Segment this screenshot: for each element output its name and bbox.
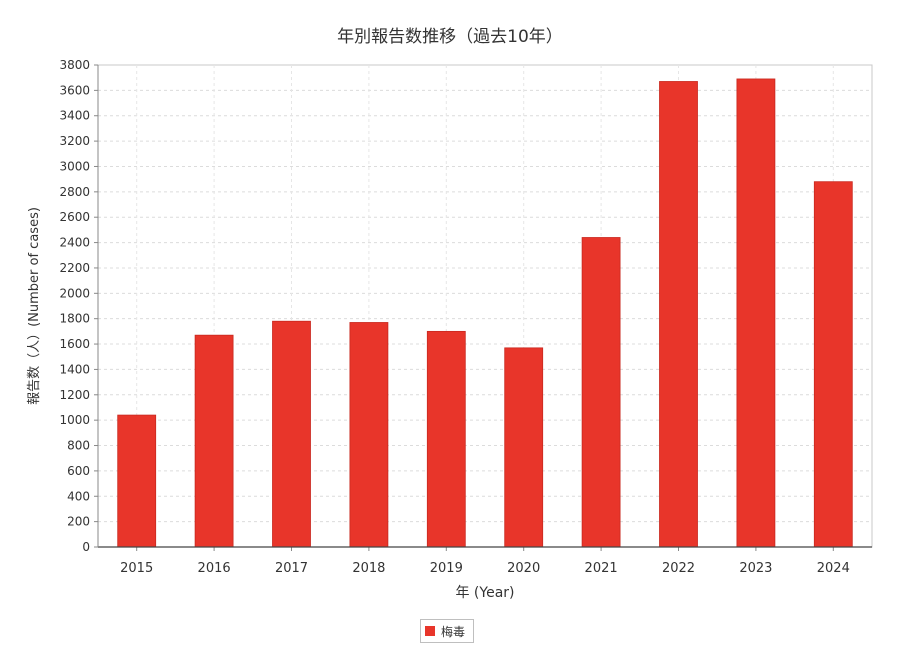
bar-2024 bbox=[813, 181, 853, 548]
y-tick-label: 200 bbox=[67, 515, 90, 529]
legend: 梅毒 bbox=[420, 619, 475, 643]
y-tick-label: 2600 bbox=[59, 210, 90, 224]
y-tick-label: 800 bbox=[67, 439, 90, 453]
y-tick-label: 2800 bbox=[59, 185, 90, 199]
x-tick-label: 2021 bbox=[585, 561, 618, 576]
y-tick-label: 1400 bbox=[59, 362, 90, 376]
x-tick-label: 2017 bbox=[275, 561, 308, 576]
x-axis-label: 年 (Year) bbox=[455, 585, 514, 601]
y-tick-label: 1000 bbox=[59, 413, 90, 427]
y-tick-label: 3000 bbox=[59, 159, 90, 173]
bar-2023 bbox=[736, 78, 776, 548]
x-tick-label: 2015 bbox=[120, 561, 153, 576]
x-tick-label: 2016 bbox=[198, 561, 231, 576]
x-tick-label: 2024 bbox=[817, 561, 850, 576]
y-tick-label: 3400 bbox=[59, 109, 90, 123]
bar-2022 bbox=[659, 81, 698, 548]
y-tick-label: 1600 bbox=[59, 337, 90, 351]
bars bbox=[117, 78, 853, 548]
y-tick-label: 400 bbox=[67, 489, 90, 503]
y-tick-label: 2200 bbox=[59, 261, 90, 275]
y-tick-label: 3200 bbox=[59, 134, 90, 148]
y-tick-label: 0 bbox=[82, 540, 90, 554]
bar-2015 bbox=[117, 414, 157, 548]
bar-2021 bbox=[581, 237, 621, 548]
y-tick-label: 600 bbox=[67, 464, 90, 478]
legend-swatch bbox=[425, 626, 435, 636]
chart-title: 年別報告数推移（過去10年） bbox=[337, 27, 563, 47]
x-tick-label: 2023 bbox=[739, 561, 772, 576]
x-tick-label: 2022 bbox=[662, 561, 695, 576]
bar-2018 bbox=[349, 322, 389, 548]
x-tick-label: 2018 bbox=[352, 561, 385, 576]
y-tick-label: 1200 bbox=[59, 388, 90, 402]
y-tick-label: 2000 bbox=[59, 286, 90, 300]
y-tick-label: 3800 bbox=[59, 58, 90, 72]
y-tick-label: 3600 bbox=[59, 83, 90, 97]
bar-2017 bbox=[272, 320, 311, 548]
bar-2019 bbox=[426, 330, 466, 548]
y-axis-label: 報告数（人）(Number of cases) bbox=[27, 207, 42, 405]
y-tick-label: 1800 bbox=[59, 312, 90, 326]
y-axis-ticks: 0 200 400 600 800 1000 1200 1400 1600 1800 2000 220… bbox=[59, 58, 98, 554]
x-axis-ticks: 2015 2016 2017 2018 2019 2020 2021 2022 2023 2024 bbox=[120, 547, 850, 576]
x-tick-label: 2020 bbox=[507, 561, 540, 576]
y-tick-label: 2400 bbox=[59, 236, 90, 250]
x-tick-label: 2019 bbox=[430, 561, 463, 576]
bar-2020 bbox=[504, 347, 544, 548]
legend-label: 梅毒 bbox=[441, 624, 466, 639]
bar-2016 bbox=[194, 334, 234, 548]
